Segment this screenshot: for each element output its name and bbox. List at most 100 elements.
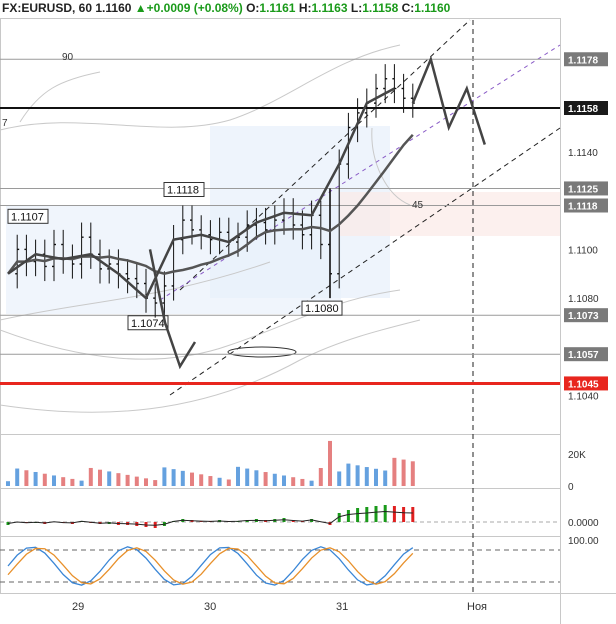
price-axis[interactable]: 1.1178 1.1158 1.1125 1.1118 1.1073 1.1057 1.10…: [564, 52, 608, 403]
volume-bar: [79, 480, 84, 486]
volume-bar: [282, 475, 286, 486]
volume-bar: [410, 461, 415, 486]
volume-bar: [171, 469, 176, 486]
volume-bar: [374, 468, 378, 486]
volume-bar: [217, 477, 222, 486]
callout-box: [127, 315, 169, 331]
volume-bar: [61, 477, 66, 486]
callout-box: [301, 300, 343, 316]
stoch-pane-frame: [0, 536, 561, 594]
volume-bar: [199, 474, 204, 486]
price-tick-label: 1.1140: [568, 148, 598, 159]
volume-bar: [318, 468, 323, 486]
time-tick-label: 29: [72, 601, 84, 613]
volume-bar: [33, 471, 38, 486]
high-label: H:: [298, 1, 312, 15]
price-path-line: [7, 87, 395, 301]
close-value: 1.1160: [414, 1, 451, 15]
callout-label: 1.1107: [11, 211, 44, 223]
volume-bar: [116, 473, 121, 486]
volume-tick-label: 20K: [568, 450, 586, 461]
volume-bar: [272, 473, 277, 486]
high-value: 1.1163: [311, 1, 348, 15]
volume-bar: [364, 467, 369, 486]
volume-bar: [88, 467, 93, 486]
volume-bar: [70, 478, 75, 486]
stoch-lines: 100.00: [0, 536, 599, 586]
time-axis[interactable]: 29 30 31 Ноя: [72, 601, 487, 613]
price-level-tag: [564, 181, 608, 196]
price-callouts: 1.1107 1.1118 1.1074 1.1080: [7, 182, 343, 331]
volume-bar: [107, 471, 112, 486]
price-change: +0.0009 (+0.08%): [146, 1, 243, 15]
low-label: L:: [350, 1, 363, 15]
volume-bar: [190, 472, 194, 486]
volume-bar: [337, 471, 342, 486]
volume-bar: [153, 480, 158, 486]
macd-bar: [310, 519, 314, 522]
outer-lower-band: [0, 319, 421, 413]
price-level-tag: [564, 101, 608, 115]
macd-bar: [346, 510, 350, 522]
volume-bar: [42, 473, 47, 486]
stoch-k-line: [7, 546, 414, 586]
price-level-tag: [564, 198, 608, 213]
macd-bar: [411, 507, 415, 522]
drawing-annotations: 90 7 45: [2, 52, 424, 211]
level-lines: [0, 58, 560, 385]
upper-band: [0, 44, 401, 131]
macd-bars: 0.0000: [0, 505, 599, 529]
channel-median[interactable]: [159, 44, 561, 301]
time-tick-label: 30: [204, 601, 216, 613]
callout-label: 1.1074: [131, 318, 165, 330]
up-arrow-icon: ▲: [134, 1, 147, 15]
volume-bar: [263, 472, 268, 486]
target-ellipse[interactable]: [227, 346, 297, 358]
volume-bar: [226, 479, 231, 486]
volume-bar: [291, 477, 296, 486]
volume-bar: [180, 470, 185, 486]
volume-bar: [245, 468, 250, 486]
price-level-label: 1.1073: [568, 311, 599, 322]
open-value: 1.1161: [259, 1, 296, 15]
price-level-tag: [564, 376, 608, 391]
volume-bar: [355, 465, 360, 486]
channel-lower[interactable]: [169, 127, 561, 396]
callout-label: 1.1118: [167, 185, 199, 197]
volume-bar: [328, 440, 332, 486]
macd-bar: [356, 508, 360, 522]
macd-bar: [392, 506, 396, 522]
stoch-d-line: [7, 547, 414, 585]
fib-arc-left: [19, 71, 101, 123]
volume-bar: [24, 470, 29, 486]
volume-bar: [401, 459, 406, 486]
price-level-label: 1.1125: [568, 184, 598, 195]
range-box-right[interactable]: [340, 192, 560, 236]
volume-bar: [162, 467, 167, 486]
close-label: C:: [401, 1, 415, 15]
macd-bar: [402, 507, 406, 522]
callout-box: [163, 182, 205, 197]
price-level-label: 1.1158: [568, 104, 598, 115]
projection-path[interactable]: [411, 55, 486, 145]
volume-bar: [346, 463, 351, 486]
price-level-label: 1.1057: [568, 350, 599, 361]
projection-low-path[interactable]: [148, 249, 197, 370]
volume-bar: [144, 478, 148, 486]
volume-bar: [15, 468, 20, 486]
macd-signal-line: [7, 510, 413, 526]
time-tick-label: 31: [336, 601, 348, 613]
price-tick-label: 1.1100: [568, 245, 598, 256]
low-value: 1.1158: [362, 1, 399, 15]
volume-bar: [125, 474, 130, 486]
pane-frames: [0, 18, 616, 624]
macd-tick-label: 0.0000: [568, 518, 599, 529]
volume-bar: [98, 469, 102, 486]
open-label: O:: [246, 1, 260, 15]
symbol-label[interactable]: FX:EURUSD, 60: [2, 1, 93, 15]
volume-bar: [52, 475, 56, 486]
volume-bar: [6, 481, 10, 486]
price-level-tag: [564, 308, 608, 323]
drawing-angle-label: 45: [412, 200, 424, 211]
